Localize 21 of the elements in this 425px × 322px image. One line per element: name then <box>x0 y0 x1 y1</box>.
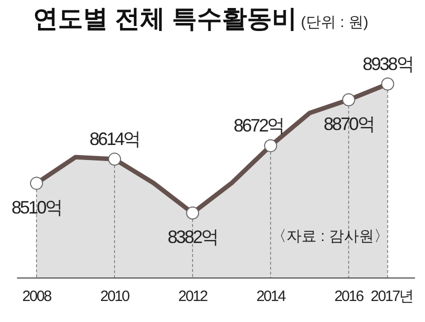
data-label: 8938억 <box>362 54 413 74</box>
x-tick-label: 2014 <box>256 288 286 305</box>
x-tick-label: 2017년 <box>370 288 414 305</box>
data-label: 8510억 <box>11 197 62 218</box>
data-label: 8614억 <box>90 129 140 150</box>
point <box>30 176 44 190</box>
point <box>381 78 394 90</box>
x-tick-label: 2012 <box>178 288 208 305</box>
chart-subtitle: (단위 : 원) <box>300 14 368 31</box>
data-label: 8382억 <box>168 227 218 247</box>
data-label: 8672억 <box>234 116 284 136</box>
point <box>186 206 200 220</box>
point <box>264 139 278 152</box>
point <box>342 93 356 106</box>
annotation: 〈자료 : 감사원〉 <box>271 228 389 245</box>
x-tick-label: 2016 <box>334 288 364 305</box>
chart-title: 연도별 전체 특수활동비 <box>33 5 297 33</box>
x-tick-label: 2010 <box>100 288 130 305</box>
point <box>108 152 122 166</box>
data-label: 8870억 <box>324 114 374 134</box>
x-tick-label: 2008 <box>22 288 52 305</box>
